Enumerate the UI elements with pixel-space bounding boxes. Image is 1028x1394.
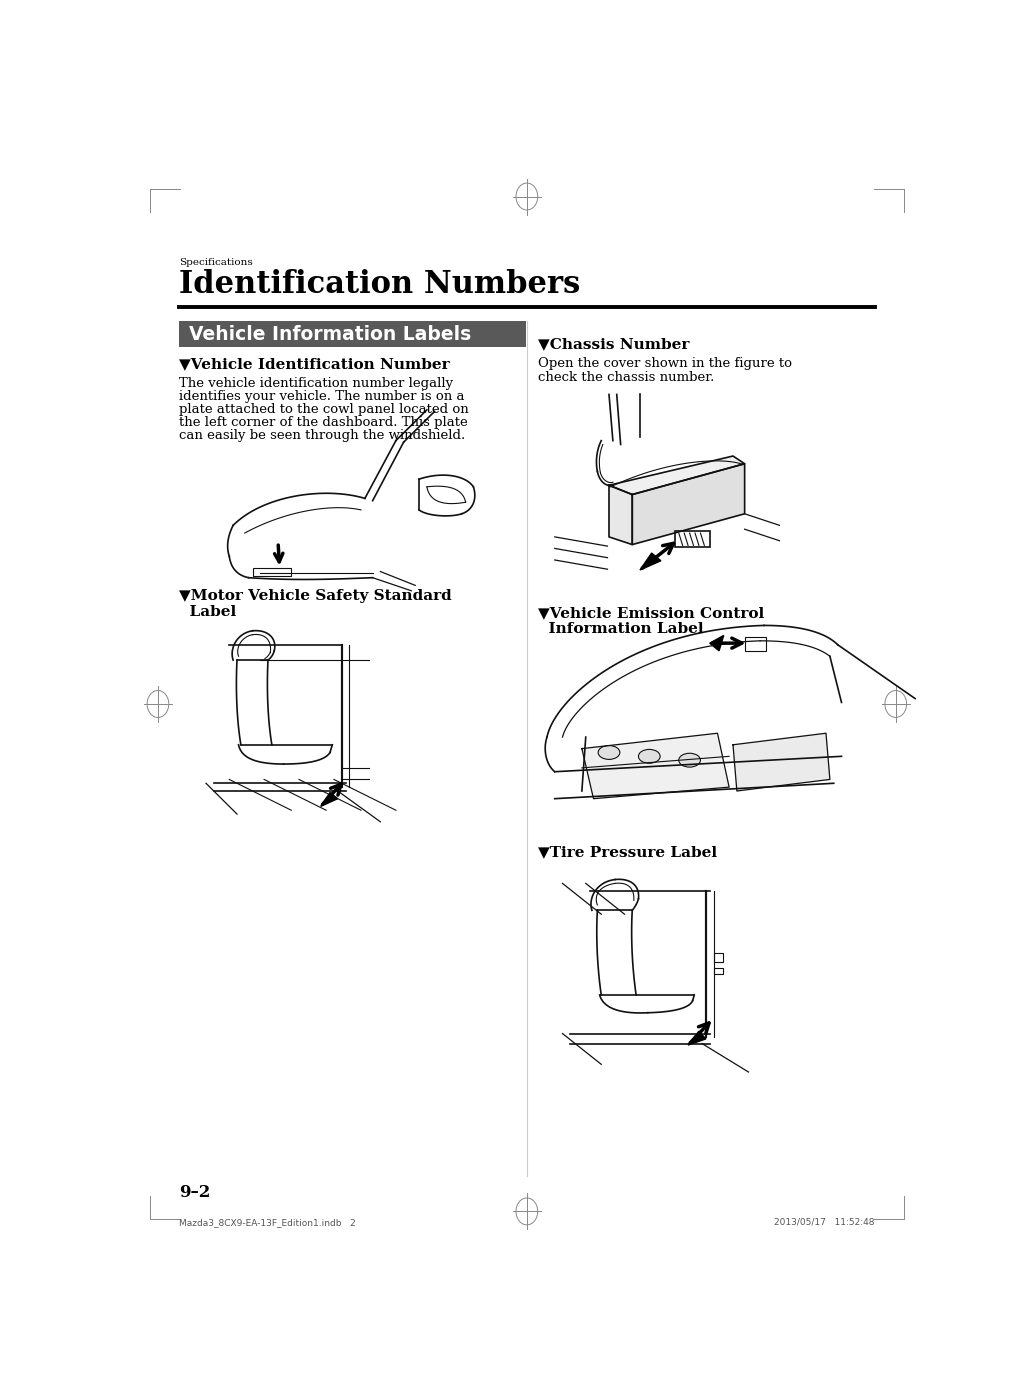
Text: identifies your vehicle. The number is on a: identifies your vehicle. The number is o… bbox=[179, 390, 465, 403]
Polygon shape bbox=[709, 636, 724, 651]
Text: check the chassis number.: check the chassis number. bbox=[538, 371, 714, 383]
Text: ▼Vehicle Emission Control
  Information Label: ▼Vehicle Emission Control Information La… bbox=[538, 606, 764, 637]
Text: the left corner of the dashboard. This plate: the left corner of the dashboard. This p… bbox=[179, 415, 468, 429]
Text: Vehicle Information Labels: Vehicle Information Labels bbox=[189, 325, 471, 344]
Text: ▼Motor Vehicle Safety Standard
  Label: ▼Motor Vehicle Safety Standard Label bbox=[179, 590, 451, 619]
Text: Mazda3_8CX9-EA-13F_Edition1.indb   2: Mazda3_8CX9-EA-13F_Edition1.indb 2 bbox=[179, 1218, 356, 1227]
Polygon shape bbox=[609, 485, 632, 545]
Text: ▼Tire Pressure Label: ▼Tire Pressure Label bbox=[538, 845, 717, 859]
Bar bbox=[674, 531, 709, 546]
Bar bbox=[744, 637, 766, 651]
Text: ▼Chassis Number: ▼Chassis Number bbox=[538, 337, 689, 351]
Bar bbox=[713, 967, 723, 974]
Text: The vehicle identification number legally: The vehicle identification number legall… bbox=[179, 376, 453, 390]
Polygon shape bbox=[632, 464, 744, 545]
Polygon shape bbox=[733, 733, 830, 790]
Text: Specifications: Specifications bbox=[179, 258, 253, 268]
Text: Identification Numbers: Identification Numbers bbox=[179, 269, 580, 300]
Polygon shape bbox=[688, 1032, 706, 1046]
Bar bbox=[713, 952, 723, 962]
Ellipse shape bbox=[678, 753, 700, 767]
Polygon shape bbox=[321, 793, 338, 806]
Polygon shape bbox=[609, 456, 744, 495]
Polygon shape bbox=[640, 553, 661, 570]
Text: 2013/05/17   11:52:48: 2013/05/17 11:52:48 bbox=[774, 1218, 875, 1227]
Bar bbox=[253, 569, 291, 576]
Text: can easily be seen through the windshield.: can easily be seen through the windshiel… bbox=[179, 429, 465, 442]
Text: ▼Vehicle Identification Number: ▼Vehicle Identification Number bbox=[179, 357, 449, 371]
Polygon shape bbox=[582, 733, 729, 799]
Text: Open the cover shown in the figure to: Open the cover shown in the figure to bbox=[538, 357, 792, 371]
Text: 9–2: 9–2 bbox=[179, 1184, 211, 1200]
Text: plate attached to the cowl panel located on: plate attached to the cowl panel located… bbox=[179, 403, 469, 415]
Ellipse shape bbox=[598, 746, 620, 760]
Ellipse shape bbox=[638, 750, 660, 764]
FancyBboxPatch shape bbox=[179, 321, 526, 347]
